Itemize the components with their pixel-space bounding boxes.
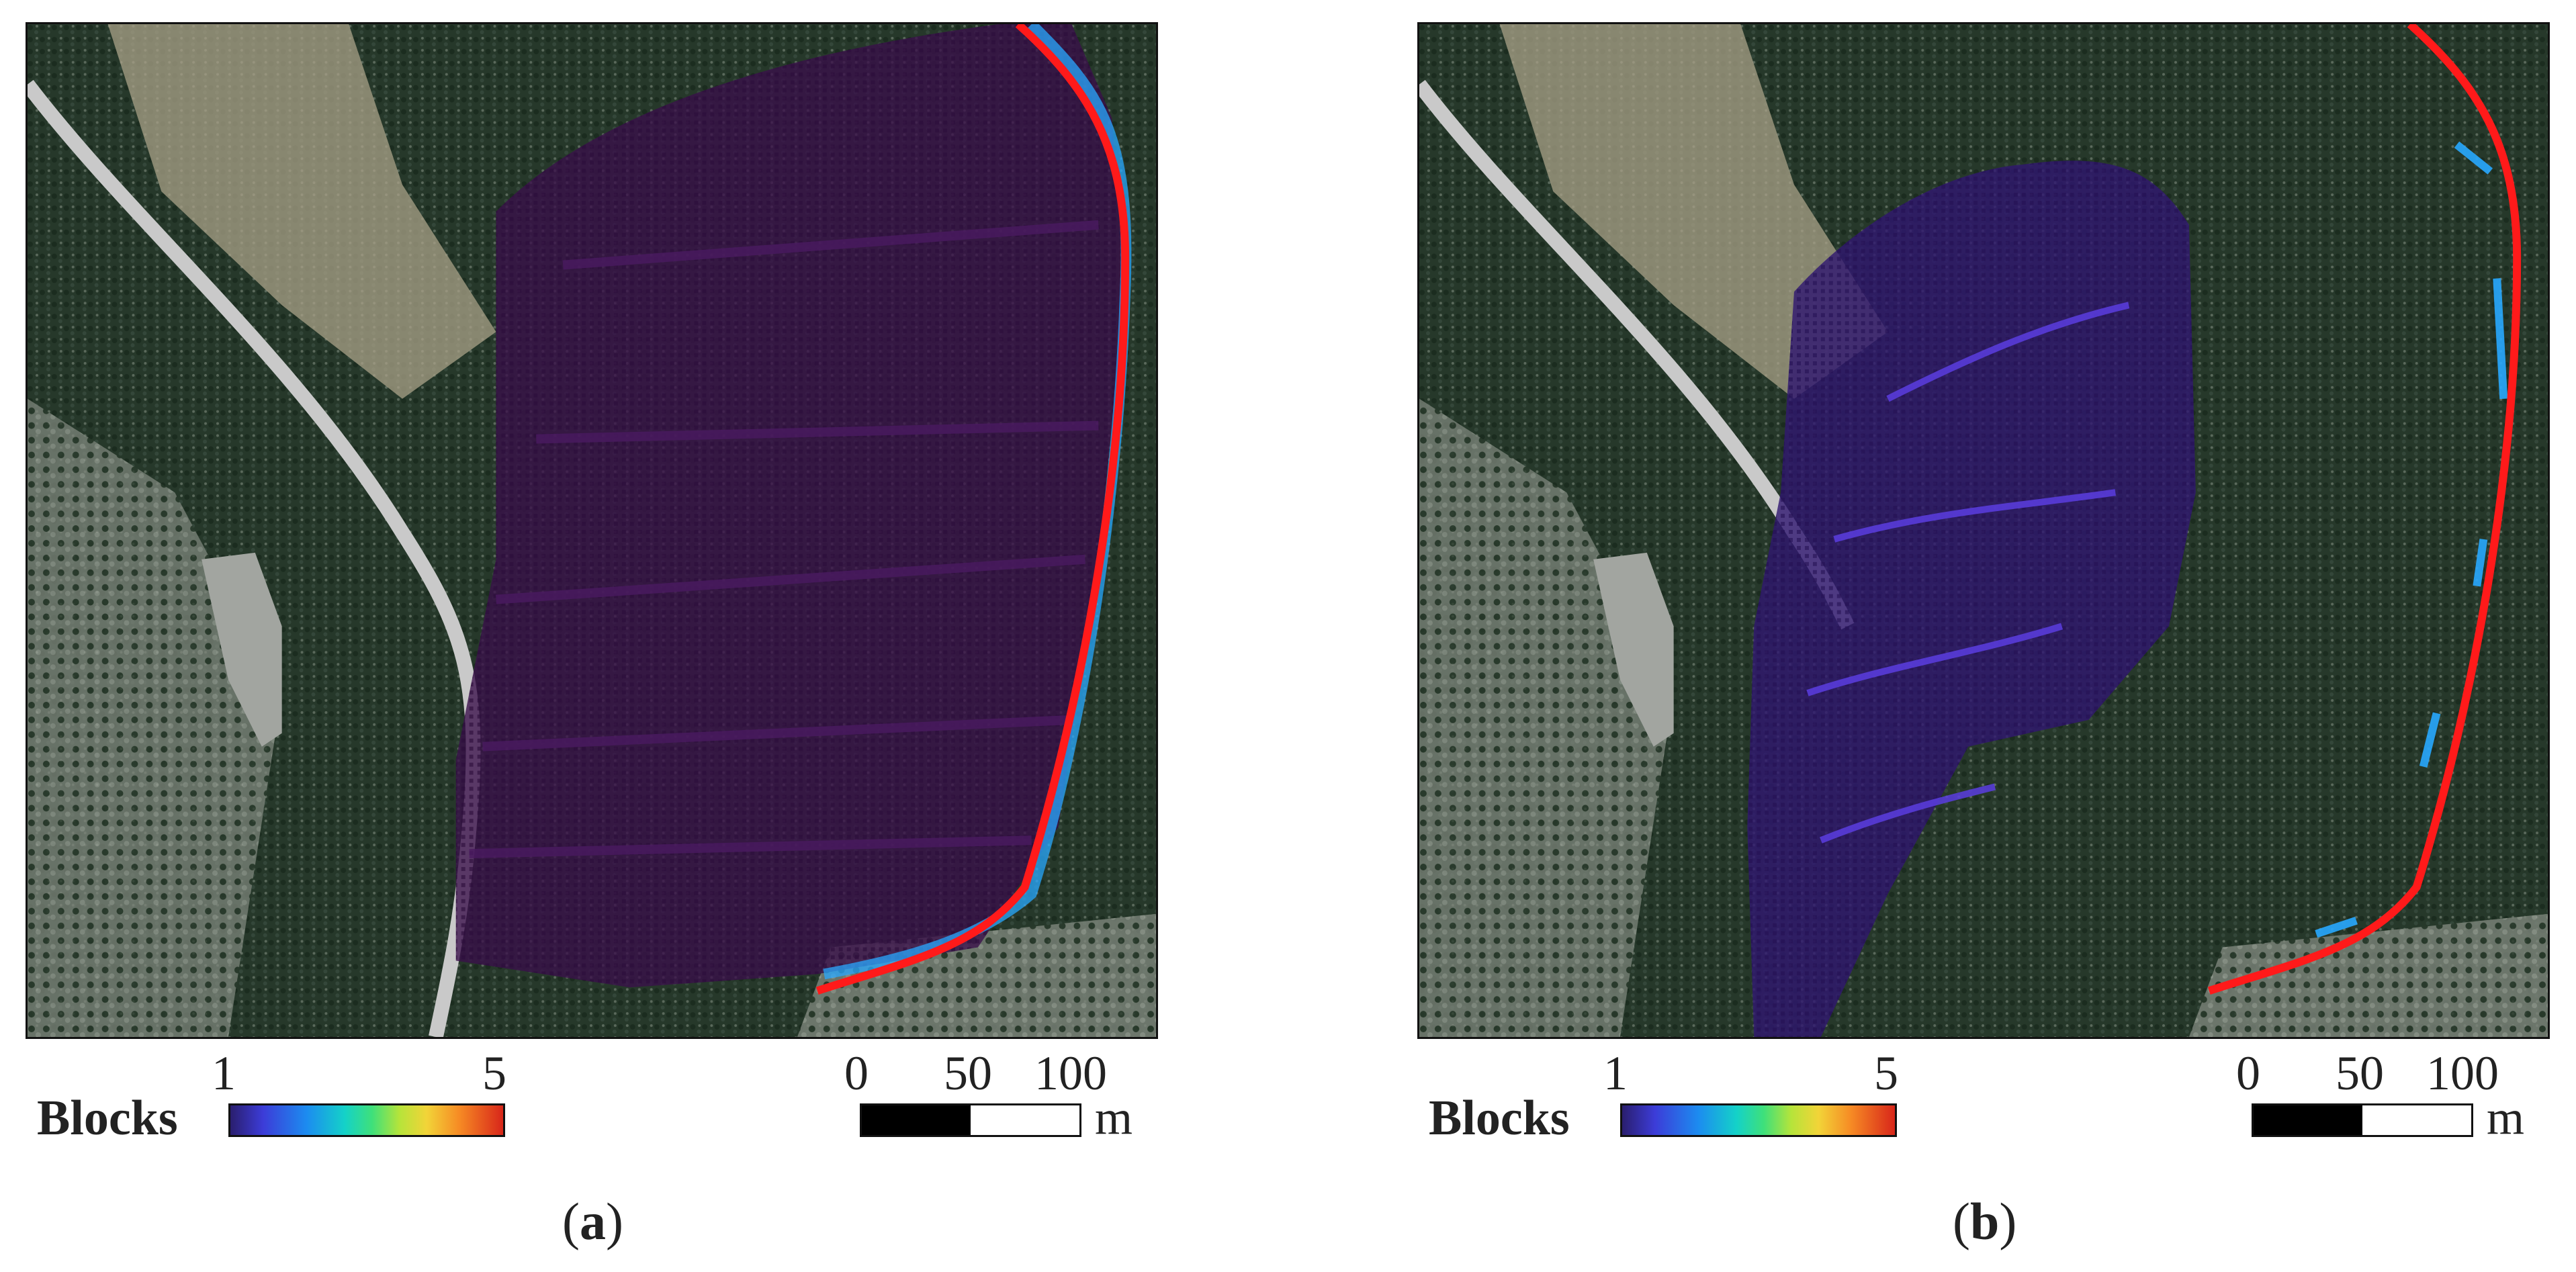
trajectory-streaks — [1806, 302, 2130, 844]
scale-unit: m — [1095, 1091, 1133, 1144]
scale-bar — [2252, 1103, 2473, 1137]
scale-tick-50: 50 — [944, 1046, 992, 1100]
gray-patch — [1593, 552, 1674, 747]
scale-tick-100: 100 — [1034, 1046, 1107, 1100]
map-b[interactable] — [1417, 22, 2550, 1039]
panel-caption: (a) — [562, 1192, 623, 1251]
legend-title: Blocks — [37, 1091, 178, 1146]
bare-ground — [107, 24, 496, 399]
scale-unit: m — [2487, 1091, 2525, 1144]
bare-ground — [1499, 24, 1888, 399]
release-line — [2207, 24, 2522, 995]
legend-title: Blocks — [1429, 1091, 1570, 1146]
map-a[interactable] — [26, 22, 1158, 1039]
release-line — [815, 24, 1130, 995]
panel-caption: (b) — [1953, 1192, 2017, 1251]
colorbar-max-label: 5 — [1874, 1046, 1898, 1100]
colorbar — [228, 1103, 505, 1137]
colorbar — [1620, 1103, 1897, 1137]
rocky-slope-bottom — [2188, 913, 2548, 1037]
rocky-slope — [28, 398, 282, 1037]
rocky-slope — [1419, 398, 1674, 1037]
gray-patch — [202, 552, 282, 747]
deposition-overlay — [1747, 161, 2196, 1037]
panel-a: 1 5 Blocks 0 50 100 m (a) — [26, 22, 1158, 1251]
scale-tick-0: 0 — [2236, 1046, 2260, 1100]
panel-b: 1 5 Blocks 0 50 100 m (b) — [1288, 0, 2575, 1272]
colorbar-min-label: 1 — [212, 1046, 236, 1100]
orthophoto-b — [1419, 24, 2548, 1037]
scale-bar — [860, 1103, 1081, 1137]
scale-tick-0: 0 — [844, 1046, 869, 1100]
high-density-zone — [2315, 141, 2508, 938]
colorbar-max-label: 5 — [482, 1046, 506, 1100]
runout-streaks — [469, 220, 1099, 859]
colorbar-min-label: 1 — [1603, 1046, 1628, 1100]
scale-tick-100: 100 — [2426, 1046, 2499, 1100]
scale-tick-50: 50 — [2336, 1046, 2384, 1100]
orthophoto-a — [28, 24, 1156, 1037]
